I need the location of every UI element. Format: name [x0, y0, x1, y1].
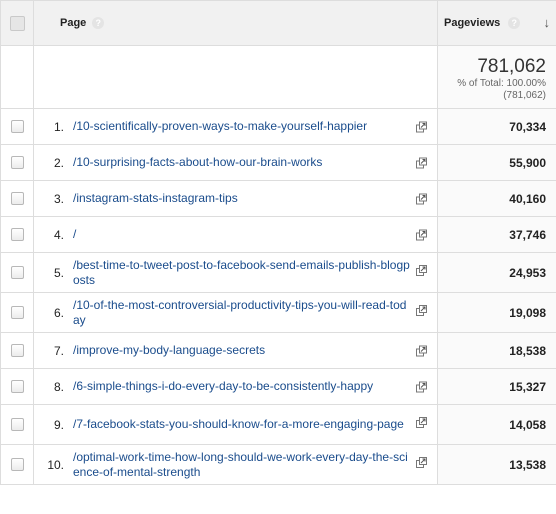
row-rank: 3.: [53, 191, 64, 206]
popout-icon[interactable]: [416, 417, 427, 428]
sort-descending-icon[interactable]: ↓: [543, 15, 551, 30]
table-row: 2. /10-surprising-facts-about-how-our-br…: [0, 144, 556, 181]
pageviews-value: 24,953: [509, 265, 546, 280]
page-path-link[interactable]: /7-facebook-stats-you-should-know-for-a-…: [73, 417, 404, 431]
table-header-row: Page ? Pageviews ? ↓: [0, 0, 556, 46]
table-row: 8. /6-simple-things-i-do-every-day-to-be…: [0, 368, 556, 405]
popout-icon[interactable]: [416, 121, 427, 132]
row-rank: 5.: [53, 265, 64, 280]
totals-check-cell: [0, 45, 34, 109]
page-path-link[interactable]: /optimal-work-time-how-long-should-we-wo…: [73, 449, 408, 479]
row-rank: 9.: [53, 417, 64, 432]
popout-icon[interactable]: [416, 265, 427, 276]
table-row: 1. /10-scientifically-proven-ways-to-mak…: [0, 108, 556, 145]
page-path-link[interactable]: /10-of-the-most-controversial-productivi…: [73, 297, 407, 327]
page-path-link[interactable]: /best-time-to-tweet-post-to-facebook-sen…: [73, 257, 410, 287]
page-path-link[interactable]: /10-scientifically-proven-ways-to-make-y…: [73, 119, 368, 133]
table-row: 9. /7-facebook-stats-you-should-know-for…: [0, 404, 556, 445]
pageviews-value: 19,098: [509, 305, 546, 320]
pageviews-value: 70,334: [509, 119, 546, 134]
pageviews-value: 14,058: [509, 417, 546, 432]
page-path-link[interactable]: /6-simple-things-i-do-every-day-to-be-co…: [73, 379, 374, 393]
row-rank: 1.: [53, 119, 64, 134]
totals-row: 781,062 % of Total: 100.00% (781,062): [0, 45, 556, 109]
popout-icon[interactable]: [416, 157, 427, 168]
row-rank: 2.: [53, 155, 64, 170]
row-checkbox[interactable]: [10, 458, 24, 471]
pageviews-value: 55,900: [509, 155, 546, 170]
page-path-link[interactable]: /: [73, 227, 77, 241]
row-rank: 10.: [47, 457, 64, 472]
total-pageviews-value: 781,062: [477, 56, 546, 77]
table-row: 3. /instagram-stats-instagram-tips 40,16…: [0, 180, 556, 217]
pageviews-value: 40,160: [509, 191, 546, 206]
popout-icon[interactable]: [416, 229, 427, 240]
pageviews-value: 37,746: [509, 227, 546, 242]
help-icon[interactable]: ?: [508, 17, 521, 29]
row-checkbox[interactable]: [10, 306, 24, 319]
row-checkbox[interactable]: [10, 266, 24, 279]
row-checkbox[interactable]: [10, 380, 24, 393]
table-row: 5. /best-time-to-tweet-post-to-facebook-…: [0, 252, 556, 293]
row-rank: 8.: [53, 379, 64, 394]
row-checkbox[interactable]: [10, 120, 24, 133]
row-rank: 4.: [53, 227, 64, 242]
popout-icon[interactable]: [416, 381, 427, 392]
page-path-link[interactable]: /10-surprising-facts-about-how-our-brain…: [73, 155, 323, 169]
pageviews-column-header[interactable]: Pageviews ? ↓: [437, 0, 556, 46]
popout-icon[interactable]: [416, 305, 427, 316]
popout-icon[interactable]: [416, 457, 427, 468]
popout-icon[interactable]: [416, 193, 427, 204]
page-column-header[interactable]: Page ?: [33, 0, 438, 46]
table-row: 10. /optimal-work-time-how-long-should-w…: [0, 444, 556, 485]
page-path-link[interactable]: /improve-my-body-language-secrets: [73, 343, 266, 357]
row-checkbox[interactable]: [10, 228, 24, 241]
table-row: 7. /improve-my-body-language-secrets 18,…: [0, 332, 556, 369]
row-checkbox[interactable]: [10, 418, 24, 431]
pageviews-report-table: Page ? Pageviews ? ↓ 781,062 % of Total:…: [0, 0, 556, 485]
select-all-checkbox[interactable]: [9, 15, 25, 31]
row-rank: 6.: [53, 305, 64, 320]
pageviews-value: 15,327: [509, 379, 546, 394]
help-icon[interactable]: ?: [92, 17, 105, 29]
select-all-cell[interactable]: [0, 0, 34, 46]
pageviews-value: 13,538: [509, 457, 546, 472]
pageviews-column-label[interactable]: Pageviews: [444, 17, 501, 29]
pageviews-value: 18,538: [509, 343, 546, 358]
row-checkbox[interactable]: [10, 156, 24, 169]
row-checkbox[interactable]: [10, 344, 24, 357]
totals-views-cell: 781,062 % of Total: 100.00% (781,062): [437, 45, 556, 109]
totals-page-cell: [33, 45, 438, 109]
total-absolute-text: (781,062): [503, 90, 546, 101]
page-column-label[interactable]: Page: [60, 17, 87, 29]
page-path-link[interactable]: /instagram-stats-instagram-tips: [73, 191, 238, 205]
row-checkbox[interactable]: [10, 192, 24, 205]
row-rank: 7.: [53, 343, 64, 358]
table-row: 6. /10-of-the-most-controversial-product…: [0, 292, 556, 333]
table-row: 4. / 37,746: [0, 216, 556, 253]
total-percent-text: % of Total: 100.00%: [457, 78, 546, 89]
popout-icon[interactable]: [416, 345, 427, 356]
